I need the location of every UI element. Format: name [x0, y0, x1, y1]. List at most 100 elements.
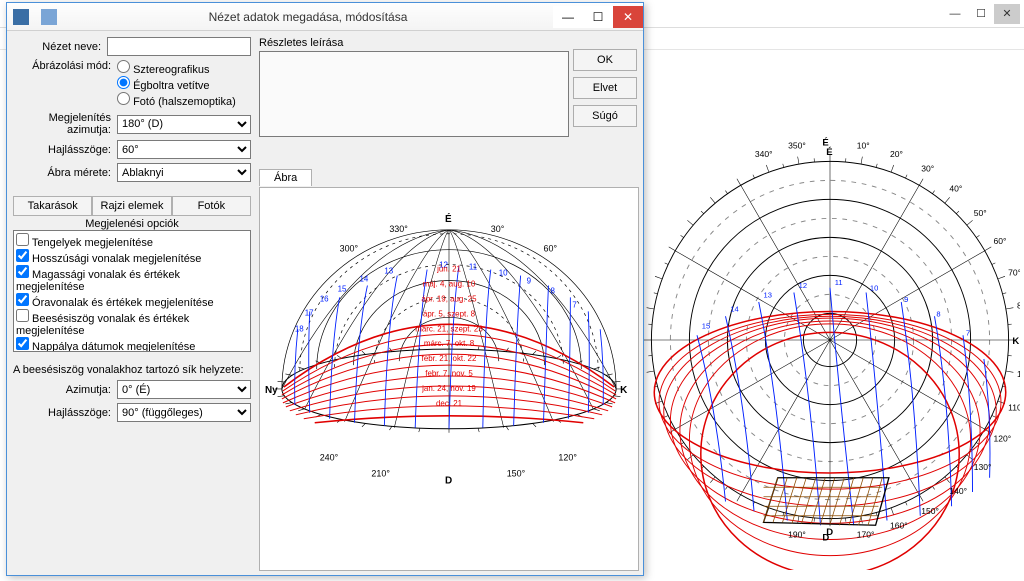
svg-text:ápr. 5, szept. 8: ápr. 5, szept. 8: [423, 309, 476, 318]
occlusions-button[interactable]: Takarások: [13, 196, 92, 216]
svg-text:190°: 190°: [788, 529, 806, 539]
svg-text:350°: 350°: [788, 140, 806, 150]
dialog-minimize-button[interactable]: —: [553, 6, 583, 28]
plane-azimuth-select[interactable]: 0° (É): [117, 380, 251, 399]
svg-text:300°: 300°: [340, 244, 359, 254]
svg-text:120°: 120°: [994, 434, 1012, 444]
label-view-name: Nézet neve:: [13, 41, 107, 53]
svg-text:140°: 140°: [949, 486, 967, 496]
svg-text:D: D: [445, 475, 452, 486]
plane-tilt-select[interactable]: 90° (függőleges): [117, 403, 251, 422]
svg-text:dec. 21: dec. 21: [436, 399, 463, 408]
dialog-title: Nézet adatok megadása, módosítása: [63, 10, 553, 24]
plane-title: A beesésiszög vonalakhoz tartozó sík hel…: [13, 364, 251, 376]
svg-text:14: 14: [730, 305, 738, 314]
label-size: Ábra mérete:: [13, 167, 117, 179]
svg-text:30°: 30°: [921, 164, 934, 174]
svg-text:80°: 80°: [1017, 301, 1020, 311]
main-maximize-button[interactable]: ☐: [968, 4, 994, 24]
option-5[interactable]: Nappálya dátumok megjelenítése: [16, 337, 248, 352]
svg-text:9: 9: [904, 295, 908, 304]
svg-text:30°: 30°: [491, 224, 505, 234]
svg-text:330°: 330°: [389, 224, 408, 234]
svg-text:8: 8: [550, 286, 555, 295]
draw-elements-button[interactable]: Rajzi elemek: [92, 196, 171, 216]
svg-text:ápr. 19, aug. 25: ápr. 19, aug. 25: [421, 294, 477, 303]
main-minimize-button[interactable]: —: [942, 4, 968, 24]
label-tilt: Hajlásszöge:: [13, 144, 117, 156]
display-options-box[interactable]: Tengelyek megjelenítése Hosszúsági vonal…: [13, 230, 251, 352]
azimuth-select[interactable]: 180° (D): [117, 115, 251, 134]
svg-text:150°: 150°: [507, 468, 526, 478]
svg-text:15: 15: [338, 284, 347, 293]
svg-text:130°: 130°: [974, 462, 992, 472]
svg-text:10: 10: [870, 284, 878, 293]
option-1[interactable]: Hosszúsági vonalak megjelenítése: [16, 249, 248, 265]
label-plane-tilt: Hajlásszöge:: [13, 407, 117, 419]
svg-text:K: K: [620, 385, 628, 396]
cancel-button[interactable]: Elvet: [573, 77, 637, 99]
svg-text:150°: 150°: [921, 506, 939, 516]
option-2[interactable]: Magassági vonalak és értékek megjeleníté…: [16, 265, 248, 293]
description-textarea[interactable]: [259, 51, 569, 137]
tab-figure[interactable]: Ábra: [259, 169, 312, 186]
svg-text:márc. 7, okt. 8: márc. 7, okt. 8: [424, 339, 475, 348]
svg-text:9: 9: [527, 277, 532, 286]
help-button[interactable]: Súgó: [573, 105, 637, 127]
svg-text:7: 7: [572, 300, 577, 309]
svg-text:11: 11: [469, 263, 478, 272]
svg-text:Ny: Ny: [265, 385, 278, 396]
svg-text:É: É: [826, 147, 832, 158]
radio-stereo[interactable]: Sztereografikus: [117, 60, 251, 76]
size-select[interactable]: Ablaknyi: [117, 163, 251, 182]
svg-text:20°: 20°: [890, 149, 903, 159]
option-0[interactable]: Tengelyek megjelenítése: [16, 233, 248, 249]
svg-text:10°: 10°: [857, 140, 870, 150]
dialog-close-button[interactable]: ✕: [613, 6, 643, 28]
svg-text:7: 7: [966, 328, 970, 337]
dialog-titlebar: Nézet adatok megadása, módosítása — ☐ ✕: [7, 3, 643, 31]
svg-text:18: 18: [295, 324, 304, 333]
app-icon: [13, 9, 29, 25]
label-azimuth: Megjelenítés azimutja:: [13, 112, 117, 136]
view-name-input[interactable]: [107, 37, 251, 56]
svg-text:12: 12: [799, 281, 807, 290]
radio-sky[interactable]: Égboltra vetítve: [117, 76, 251, 92]
option-4[interactable]: Beesésiszög vonalak és értékek megjelení…: [16, 309, 248, 337]
label-description: Részletes leírása: [259, 37, 637, 49]
radio-fisheye[interactable]: Fotó (halszemoptika): [117, 92, 251, 108]
description-scrollbar[interactable]: [259, 151, 569, 165]
svg-text:D: D: [826, 527, 833, 538]
svg-text:14: 14: [359, 275, 368, 284]
svg-text:márc. 21, szept. 23: márc. 21, szept. 23: [415, 324, 483, 333]
dialog-left-pane: Nézet neve: Ábrázolási mód: Sztereografi…: [7, 31, 257, 575]
svg-text:110°: 110°: [1008, 402, 1020, 412]
photos-button[interactable]: Fotók: [172, 196, 251, 216]
svg-text:120°: 120°: [558, 453, 577, 463]
label-mode: Ábrázolási mód:: [13, 60, 117, 72]
svg-text:340°: 340°: [755, 149, 773, 159]
svg-text:70°: 70°: [1008, 267, 1020, 277]
svg-text:210°: 210°: [371, 468, 390, 478]
dialog-right-pane: Részletes leírása OK Elvet Súgó Ábra: [257, 31, 643, 575]
view-dialog: Nézet adatok megadása, módosítása — ☐ ✕ …: [6, 2, 644, 576]
tilt-select[interactable]: 60°: [117, 140, 251, 159]
svg-text:40°: 40°: [949, 183, 962, 193]
preview-tabstrip: Ábra: [259, 169, 312, 186]
app-icon-2: [41, 9, 57, 25]
svg-text:160°: 160°: [890, 521, 908, 531]
option-3[interactable]: Óravonalak és értékek megjelenítése: [16, 293, 248, 309]
ok-button[interactable]: OK: [573, 49, 637, 71]
svg-text:É: É: [445, 214, 452, 225]
svg-text:jan. 24, nov. 19: jan. 24, nov. 19: [421, 384, 476, 393]
svg-text:170°: 170°: [857, 529, 875, 539]
label-plane-azimuth: Azimutja:: [13, 384, 117, 396]
svg-text:60°: 60°: [544, 244, 558, 254]
svg-text:15: 15: [702, 322, 710, 331]
dialog-maximize-button[interactable]: ☐: [583, 6, 613, 28]
main-close-button[interactable]: ✕: [994, 4, 1020, 24]
svg-text:240°: 240°: [320, 453, 339, 463]
svg-text:febr. 7, nov. 5: febr. 7, nov. 5: [425, 369, 473, 378]
svg-text:13: 13: [384, 267, 393, 276]
svg-text:17: 17: [305, 308, 314, 317]
